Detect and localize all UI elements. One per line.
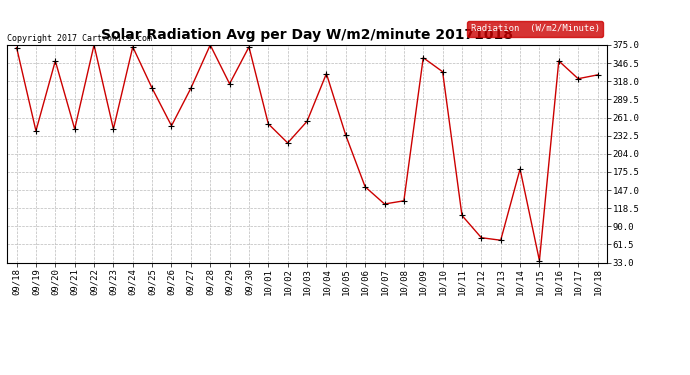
Legend: Radiation  (W/m2/Minute): Radiation (W/m2/Minute): [467, 21, 602, 36]
Title: Solar Radiation Avg per Day W/m2/minute 20171018: Solar Radiation Avg per Day W/m2/minute …: [101, 28, 513, 42]
Text: Copyright 2017 Cartronics.com: Copyright 2017 Cartronics.com: [7, 34, 152, 43]
